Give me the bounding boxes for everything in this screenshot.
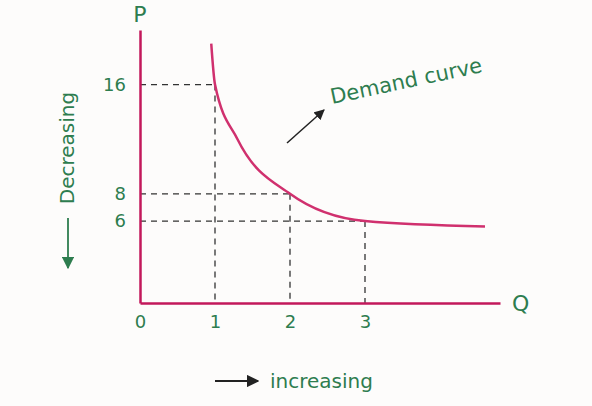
- tick-label: 0: [135, 311, 146, 332]
- guide-vertical: [214, 85, 215, 303]
- annotation: increasing: [270, 369, 373, 393]
- tick-label: 1: [210, 311, 221, 332]
- tick-label: 2: [285, 311, 296, 332]
- tick: 2: [285, 303, 296, 332]
- tick-label: 6: [115, 210, 126, 231]
- axis-line: [139, 31, 142, 304]
- tick-label: 8: [115, 183, 126, 204]
- series-label: Demand curve: [328, 53, 484, 109]
- demand-curve: [211, 44, 485, 227]
- annotation: Decreasing: [55, 92, 79, 204]
- annotation-arrow: [67, 218, 69, 268]
- axis-line: [141, 302, 501, 305]
- y-axis: 6 8 16: [103, 31, 140, 304]
- guide-horizontal: [140, 193, 290, 194]
- chart: 0 1 2 3 6 8 16 P Q Demand curve Decreasing increasi…: [0, 0, 592, 406]
- tick: 3: [360, 303, 371, 332]
- guide-vertical: [364, 221, 365, 303]
- plot-area: [140, 44, 485, 303]
- x-axis: 0 1 2 3: [135, 303, 501, 332]
- tick: 1: [210, 303, 221, 332]
- tick: 6: [115, 210, 140, 231]
- guide-horizontal: [140, 220, 365, 221]
- guide-horizontal: [140, 84, 215, 85]
- y-axis-title: P: [133, 2, 146, 27]
- guide-vertical: [289, 194, 290, 303]
- tick: 16: [103, 74, 140, 95]
- tick-label: 16: [103, 74, 126, 95]
- tick-label: 3: [360, 311, 371, 332]
- tick: 0: [135, 303, 146, 332]
- x-axis-title: Q: [512, 291, 529, 316]
- tick: 8: [115, 183, 140, 204]
- label-arrow: [287, 110, 324, 143]
- annotation-arrow: [215, 380, 258, 382]
